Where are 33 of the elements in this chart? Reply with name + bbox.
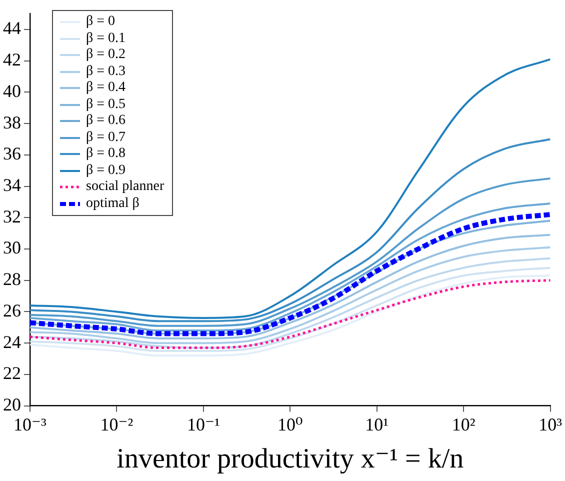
legend-label: β = 0.5: [86, 96, 126, 113]
y-tick-label: 22: [3, 363, 21, 384]
y-tick-label: 30: [3, 238, 21, 258]
x-tick-label: 10¹: [365, 414, 389, 434]
legend-label: social planner: [86, 179, 164, 196]
y-tick-label: 36: [3, 144, 21, 164]
legend-label: β = 0.6: [86, 113, 126, 130]
y-tick-label: 42: [3, 50, 21, 70]
legend-label: β = 0: [86, 14, 116, 30]
x-tick-label: 10⁻³: [14, 414, 48, 434]
y-tick-label: 28: [3, 269, 21, 290]
legend-label: β = 0.8: [86, 146, 126, 162]
y-tick-label: 40: [3, 80, 21, 101]
legend-label: β = 0.2: [86, 47, 126, 64]
y-tick-label: 32: [3, 206, 21, 226]
x-tick-label: 10⁰: [278, 414, 303, 434]
x-tick-label: 10²: [452, 414, 476, 434]
x-tick-label: 10⁻²: [100, 414, 134, 434]
legend-label: β = 0.1: [86, 30, 126, 47]
y-tick-label: 24: [3, 332, 21, 352]
y-tick-label: 34: [3, 175, 21, 196]
legend-label: β = 0.7: [86, 130, 126, 146]
x-tick-label: 10⁻¹: [186, 414, 220, 434]
x-axis-title: inventor productivity x⁻¹ = k/n: [116, 444, 464, 475]
x-tick-label: 10³: [538, 414, 563, 434]
legend-label: β = 0.9: [86, 162, 126, 179]
legend-label: optimal β: [86, 196, 140, 212]
y-tick-label: 38: [3, 112, 21, 132]
legend-label: β = 0.4: [86, 80, 126, 96]
y-tick-label: 26: [3, 300, 21, 320]
y-tick-label: 44: [3, 18, 21, 38]
y-tick-label: 20: [3, 394, 21, 415]
legend-label: β = 0.3: [86, 64, 126, 80]
